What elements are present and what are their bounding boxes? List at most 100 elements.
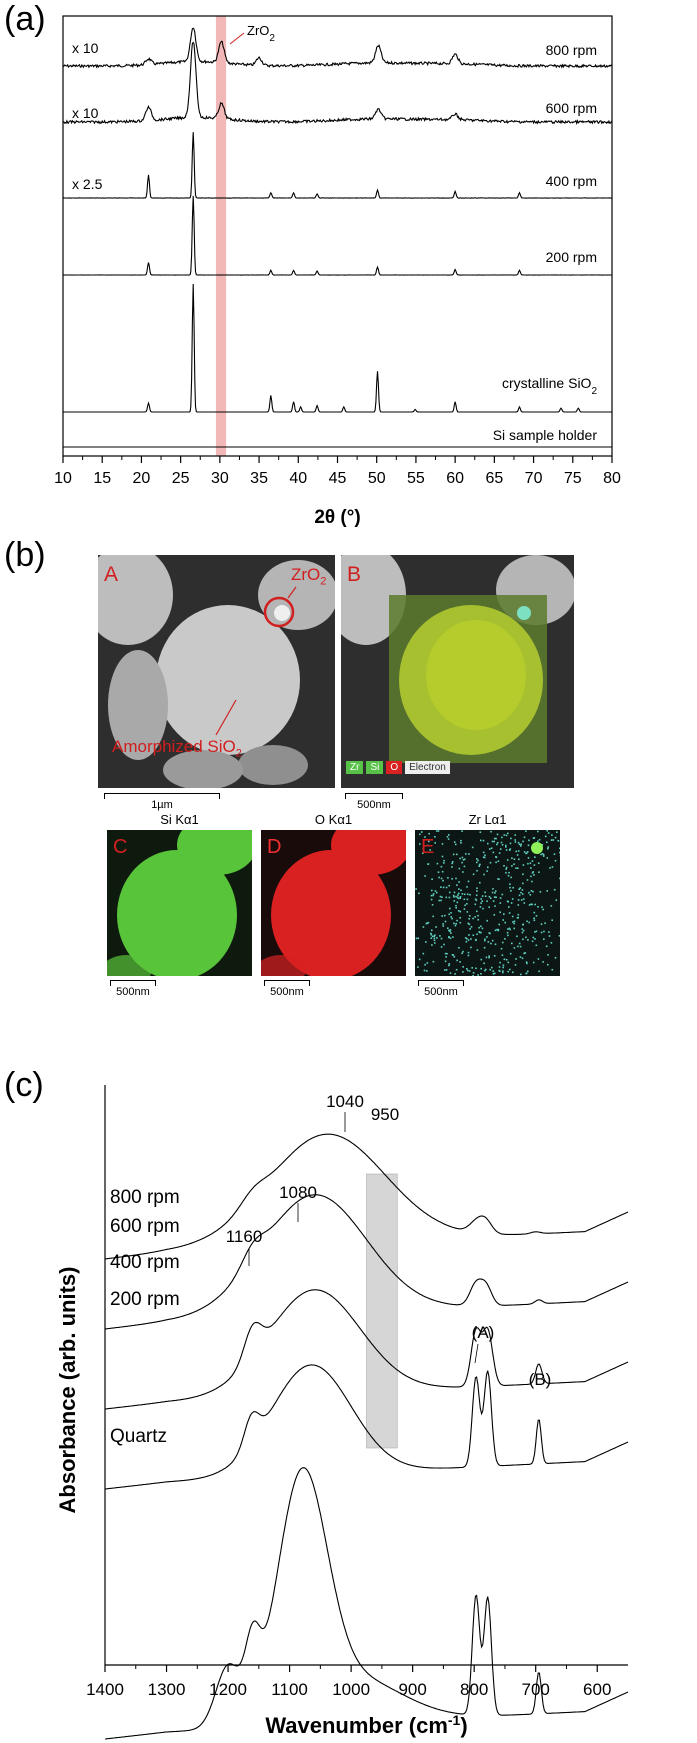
zr-signal-dot (492, 888, 494, 890)
zr-signal-dot (540, 923, 543, 925)
zr-signal-dot (457, 892, 460, 895)
zr-signal-dot (513, 920, 516, 923)
zr-signal-dot (447, 927, 449, 929)
zr-signal-dot (432, 915, 434, 918)
zr-signal-dot (444, 960, 447, 963)
legend-electron: Electron (405, 761, 450, 774)
zr-signal-dot (483, 873, 485, 876)
zr-signal-dot (519, 945, 522, 948)
zr-signal-dot (472, 873, 475, 876)
zr-signal-dot (458, 888, 460, 890)
zr-signal-dot (537, 906, 539, 908)
zr-signal-dot (550, 905, 553, 907)
zr-signal-dot (525, 961, 528, 963)
zr-signal-dot (462, 871, 464, 873)
ftir-series-line (104, 1289, 629, 1410)
zr-signal-dot (484, 969, 486, 972)
zr-signal-dot (495, 861, 497, 864)
zr-signal-dot (501, 844, 504, 846)
zr-signal-dot (537, 862, 540, 864)
zr-signal-dot (448, 913, 450, 916)
zr-signal-dot (485, 956, 488, 959)
xrd-chart: 800 rpm x 10 600 rpm x 10 400 rpm x 2.5 200 rp… (54, 15, 621, 528)
zr-signal-dot (541, 844, 544, 846)
zr-signal-dot (480, 931, 482, 934)
zr-signal-dot (502, 919, 504, 921)
zr-signal-dot (438, 876, 440, 879)
zro2-label: ZrO2 (291, 565, 327, 588)
zr-signal-dot (463, 893, 466, 896)
zr-signal-dot (507, 874, 510, 877)
zr-signal-dot (466, 969, 469, 972)
zr-signal-dot (466, 968, 468, 970)
zr-signal-dot (500, 841, 503, 844)
zr-signal-dot (557, 839, 559, 842)
zr-signal-dot (521, 893, 524, 895)
zr-signal-dot (471, 967, 473, 969)
zr-signal-dot (488, 906, 490, 908)
zr-signal-dot (541, 853, 544, 855)
zr-signal-dot (530, 867, 532, 869)
ftir-series-line (104, 1364, 629, 1490)
xrd-series-line (63, 195, 613, 276)
zr-signal-dot (432, 893, 435, 895)
zr-signal-dot (463, 865, 466, 868)
zr-signal-dot (499, 961, 501, 964)
zr-signal-dot (544, 835, 547, 838)
zr-signal-dot (518, 942, 521, 945)
zr-signal-dot (492, 973, 495, 975)
element-legend: Zr Si O Electron (346, 761, 450, 774)
xrd-series-label: 800 rpm (546, 42, 597, 58)
zr-signal-dot (522, 864, 525, 866)
zr-signal-dot (431, 944, 433, 946)
zr-signal-dot (489, 848, 491, 850)
zr-signal-dot (464, 937, 467, 939)
zr-signal-dot (527, 844, 530, 847)
zr-signal-dot (460, 842, 462, 844)
zr-signal-dot (518, 888, 520, 890)
zr-signal-dot (496, 843, 498, 846)
zr-signal-dot (553, 888, 556, 891)
zr-signal-dot (532, 890, 534, 893)
zr-signal-dot (556, 831, 558, 833)
ftir-x-tick-label: 900 (398, 1680, 426, 1699)
xrd-x-tick-label: 65 (485, 470, 503, 487)
ftir-x-axis-label: Wavenumber (cm-1) (265, 1712, 467, 1738)
zr-signal-dot (559, 851, 560, 854)
zr-signal-dot (551, 834, 553, 836)
zr-signal-dot (485, 968, 487, 971)
zr-signal-dot (443, 862, 445, 864)
zr-signal-dot (459, 910, 462, 913)
zr-signal-dot (480, 973, 482, 975)
zr-signal-dot (537, 840, 539, 842)
zr-signal-dot (445, 956, 447, 958)
legend-zr: Zr (346, 761, 364, 774)
zr-signal-dot (513, 922, 515, 925)
xrd-series-line (62, 27, 613, 69)
micrograph-a: A ZrO2 Amorphized SiO2 (98, 555, 335, 788)
legend-o: O (386, 761, 403, 774)
zr-signal-dot (516, 854, 519, 856)
zr-signal-dot (503, 913, 505, 915)
zr-signal-dot (491, 840, 494, 843)
zr-signal-dot (436, 862, 439, 865)
zr-signal-dot (419, 843, 421, 845)
zr-signal-dot (490, 830, 492, 833)
zr-signal-dot (437, 871, 440, 873)
zr-signal-dot (499, 902, 502, 904)
zr-signal-dot (554, 957, 557, 959)
zr-signal-dot (461, 893, 464, 895)
zr-signal-dot (554, 859, 557, 862)
zr-signal-dot (467, 951, 470, 954)
zr-signal-dot (448, 963, 451, 965)
zr-signal-dot (470, 926, 473, 928)
zr-signal-dot (433, 937, 436, 940)
zr-signal-dot (498, 878, 500, 880)
zr-signal-dot (467, 880, 470, 883)
zr-signal-dot (474, 916, 476, 918)
zr-signal-dot (425, 941, 427, 943)
zr-map: E (415, 830, 560, 976)
zr-signal-dot (505, 834, 508, 837)
o-map: D (261, 830, 406, 976)
zr-signal-dot (449, 929, 452, 931)
